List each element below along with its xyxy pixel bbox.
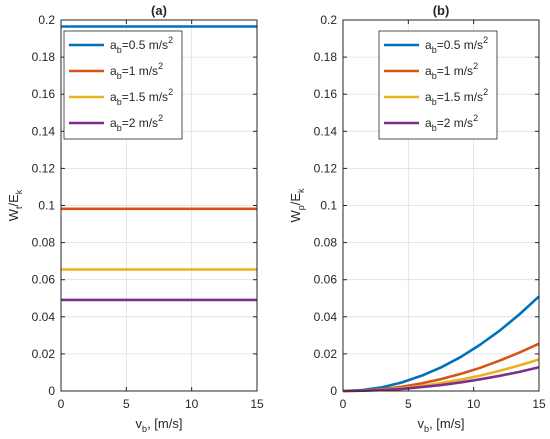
y-tick-label: 0 [330, 384, 337, 398]
x-tick-label: 15 [250, 397, 264, 411]
y-tick-label: 0.12 [32, 161, 56, 175]
y-tick-label: 0.04 [314, 310, 338, 324]
y-tick-label: 0.06 [32, 273, 56, 287]
y-tick-label: 0.14 [314, 124, 338, 138]
y-tick-label: 0.06 [314, 273, 338, 287]
y-tick-label: 0.12 [314, 161, 338, 175]
y-axis-label: Wt/Ek [6, 189, 24, 221]
y-tick-label: 0.1 [320, 199, 337, 213]
subplot-a: 0 5 10 15 0 0.02 0.04 0.06 0.08 0.1 0.12 0.14 0.16 0.… [6, 3, 264, 434]
legend-entry-label: ab=1.5 m/s2 [110, 87, 173, 107]
series-line-4 [342, 365, 540, 393]
y-tick-label: 0.16 [314, 87, 338, 101]
y-tick-label: 0.2 [38, 13, 55, 27]
y-tick-label: 0 [48, 384, 55, 398]
y-tick-label: 0.14 [32, 124, 56, 138]
x-axis-label: vb, [m/s] [136, 416, 183, 434]
legend: ab=0.5 m/s2 ab=1 m/s2 ab=1.5 m/s2 ab=2 m/s2 [378, 30, 498, 140]
x-tick-label: 10 [467, 397, 481, 411]
y-tick-label: 0.02 [314, 347, 338, 361]
legend: ab=0.5 m/s2 ab=1 m/s2 ab=1.5 m/s2 ab=2 m/s2 [63, 30, 183, 140]
subplot-b: 0 5 10 15 0 0.02 0.04 0.06 0.08 0.1 0.12 0.14 0.16 0.… [288, 3, 546, 434]
legend-entry-label: ab=2 m/s2 [110, 113, 163, 133]
series-line-1 [342, 295, 540, 393]
x-tick-label: 5 [123, 397, 130, 411]
x-tick-label: 0 [58, 397, 65, 411]
legend-entry-label: ab=0.5 m/s2 [425, 35, 488, 55]
y-tick-label: 0.04 [32, 310, 56, 324]
y-tick-label: 0.08 [32, 236, 56, 250]
y-tick-label: 0.16 [32, 87, 56, 101]
legend-entry-label: ab=1.5 m/s2 [425, 87, 488, 107]
legend-box [63, 30, 183, 140]
x-tick-label: 10 [185, 397, 199, 411]
y-tick-label: 0.08 [314, 236, 338, 250]
legend-entry-label: ab=1 m/s2 [110, 61, 163, 81]
legend-box [378, 30, 498, 140]
chart-title: (b) [433, 3, 450, 18]
y-tick-label: 0.2 [320, 13, 337, 27]
x-axis-label: vb, [m/s] [418, 416, 465, 434]
chart-title: (a) [151, 3, 167, 18]
legend-entry-label: ab=0.5 m/s2 [110, 35, 173, 55]
x-tick-label: 15 [532, 397, 546, 411]
legend-entry-label: ab=1 m/s2 [425, 61, 478, 81]
x-tick-label: 0 [340, 397, 347, 411]
y-tick-label: 0.1 [38, 199, 55, 213]
y-tick-label: 0.18 [32, 50, 56, 64]
y-tick-label: 0.18 [314, 50, 338, 64]
y-axis-label: Wp/Ek [288, 188, 306, 223]
legend-entry-label: ab=2 m/s2 [425, 113, 478, 133]
x-tick-label: 5 [405, 397, 412, 411]
y-tick-label: 0.02 [32, 347, 56, 361]
